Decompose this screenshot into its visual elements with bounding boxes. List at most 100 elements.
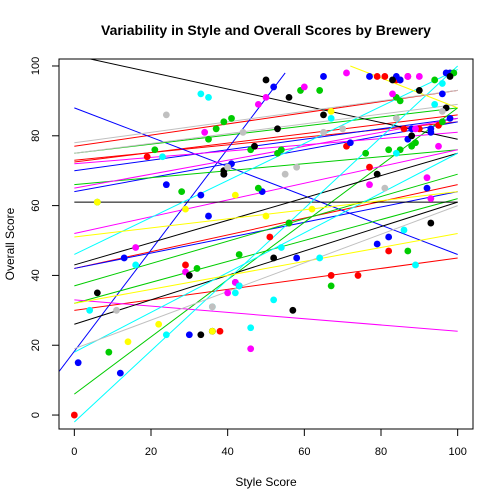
y-tick-label: 20	[30, 339, 42, 351]
data-point-1-20	[396, 76, 404, 84]
trend-line-3-1	[74, 299, 458, 332]
data-point-6-4	[208, 327, 216, 335]
trend-line-2-1	[74, 198, 458, 304]
trend-line-1-0	[59, 72, 286, 373]
data-point-7-9	[381, 184, 389, 192]
data-point-7-10	[392, 114, 400, 122]
trend-line-3-0	[74, 149, 458, 235]
data-point-7-11	[438, 107, 446, 115]
data-point-3-14	[415, 73, 423, 80]
data-point-1-1	[116, 369, 124, 377]
data-point-6-7	[308, 205, 316, 213]
x-tick-label: 20	[145, 446, 157, 458]
data-point-0-9	[354, 272, 362, 279]
x-tick-label: 40	[222, 446, 234, 458]
trend-line-1-4	[74, 121, 458, 193]
data-point-0-13	[385, 247, 393, 255]
data-point-4-9	[274, 125, 281, 133]
data-point-2-22	[396, 97, 404, 105]
trend-line-5-1	[74, 152, 458, 353]
data-point-6-1	[124, 338, 132, 346]
data-point-7-5	[281, 170, 289, 178]
trend-line-4-2	[74, 201, 458, 325]
data-point-3-15	[423, 174, 431, 182]
data-point-5-12	[316, 254, 324, 262]
data-point-1-28	[446, 114, 454, 122]
trend-line-0-2	[74, 184, 458, 269]
x-tick-label: 80	[375, 446, 387, 458]
data-point-5-15	[400, 226, 408, 234]
trend-line-7-1	[74, 205, 458, 350]
regression-lines	[59, 59, 459, 423]
data-point-4-0	[93, 289, 101, 297]
data-point-1-12	[270, 83, 278, 91]
trend-line-2-4	[74, 149, 458, 186]
plot-area	[59, 59, 459, 423]
data-point-4-19	[446, 73, 454, 80]
data-point-7-2	[208, 303, 216, 311]
data-point-0-1	[143, 153, 151, 161]
data-point-7-3	[224, 163, 232, 171]
data-point-2-19	[362, 149, 370, 157]
y-tick-label: 80	[30, 130, 42, 142]
y-axis: 0 20 40 60 80 100	[30, 57, 60, 418]
data-point-0-7	[327, 272, 335, 279]
data-point-3-11	[389, 90, 396, 98]
trend-line-5-0	[73, 65, 459, 423]
trend-line-5-2	[74, 69, 458, 255]
data-point-5-0	[86, 306, 94, 314]
x-tick-label: 100	[448, 446, 466, 458]
trend-line-0-1	[74, 257, 458, 311]
trend-line-2-2	[74, 173, 458, 287]
data-point-1-23	[423, 184, 431, 192]
data-points	[70, 69, 458, 419]
data-point-2-28	[438, 118, 446, 126]
trend-line-0-3	[74, 89, 458, 147]
data-point-3-2	[201, 128, 209, 136]
data-point-3-7	[262, 93, 270, 101]
data-point-3-17	[435, 142, 442, 150]
data-point-3-0	[132, 244, 140, 251]
x-tick-label: 0	[71, 446, 77, 458]
data-point-7-1	[162, 111, 170, 119]
y-tick-label: 60	[30, 199, 42, 211]
x-axis: 0 20 40 60 80 100	[71, 428, 467, 458]
data-point-0-16	[400, 125, 408, 133]
data-point-1-0	[74, 359, 82, 367]
data-point-1-16	[366, 73, 373, 80]
chart-title: Variability in Style and Overall Scores …	[101, 22, 431, 38]
data-point-4-1	[185, 272, 193, 279]
data-point-5-14	[392, 149, 400, 157]
data-point-3-5	[247, 345, 255, 353]
data-point-5-13	[327, 114, 335, 122]
data-point-5-17	[431, 100, 439, 108]
trend-line-6-1	[350, 65, 458, 109]
data-point-3-13	[412, 125, 419, 133]
data-point-1-4	[185, 331, 193, 339]
data-point-6-5	[231, 191, 239, 199]
data-point-7-0	[113, 306, 120, 314]
data-point-2-1	[105, 348, 113, 356]
trend-line-7-2	[74, 103, 458, 154]
data-point-2-15	[285, 219, 293, 227]
trend-line-3-2	[74, 117, 458, 189]
data-point-3-12	[404, 73, 412, 80]
data-point-5-10	[270, 296, 278, 304]
data-point-2-14	[277, 146, 285, 154]
data-point-2-7	[212, 125, 220, 133]
data-point-4-17	[427, 219, 435, 227]
data-point-3-6	[254, 100, 262, 108]
data-point-2-8	[220, 118, 228, 126]
data-point-4-11	[289, 306, 297, 314]
data-point-5-18	[438, 80, 446, 87]
data-point-6-3	[182, 205, 189, 213]
data-point-7-8	[339, 125, 347, 133]
data-point-2-17	[316, 87, 324, 94]
data-point-1-15	[346, 139, 354, 147]
data-point-2-2	[151, 146, 159, 154]
data-point-6-8	[327, 107, 335, 115]
data-point-5-7	[231, 289, 239, 297]
data-point-7-4	[239, 128, 247, 136]
trend-line-0-4	[74, 121, 458, 161]
